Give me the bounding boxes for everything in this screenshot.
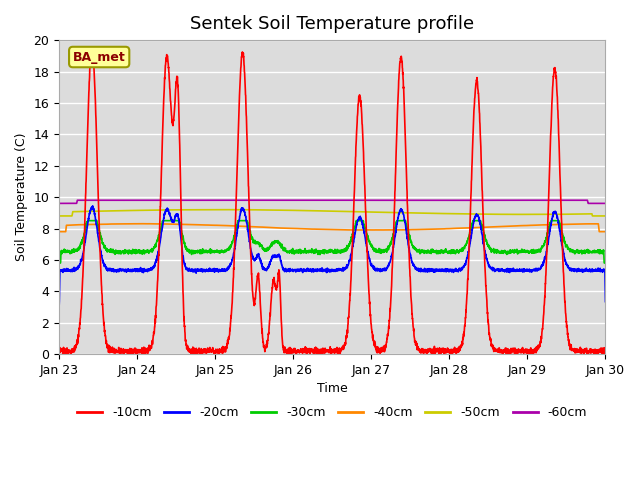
-10cm bbox=[118, 349, 125, 355]
-40cm bbox=[150, 221, 158, 227]
Line: -50cm: -50cm bbox=[59, 210, 605, 216]
-50cm bbox=[118, 208, 125, 214]
-50cm bbox=[602, 213, 609, 219]
Line: -10cm: -10cm bbox=[59, 48, 605, 354]
-30cm bbox=[55, 260, 63, 266]
-30cm bbox=[84, 218, 92, 224]
-30cm bbox=[532, 249, 540, 254]
-50cm bbox=[591, 213, 598, 219]
-10cm bbox=[591, 346, 599, 352]
-40cm bbox=[55, 229, 63, 235]
Legend: -10cm, -20cm, -30cm, -40cm, -50cm, -60cm: -10cm, -20cm, -30cm, -40cm, -50cm, -60cm bbox=[72, 401, 592, 424]
-40cm bbox=[265, 225, 273, 230]
-40cm bbox=[532, 222, 540, 228]
-10cm bbox=[88, 45, 95, 51]
-40cm bbox=[138, 221, 146, 227]
-40cm bbox=[118, 221, 125, 227]
-60cm bbox=[265, 197, 273, 203]
-20cm bbox=[265, 262, 273, 267]
Line: -60cm: -60cm bbox=[59, 200, 605, 204]
-60cm bbox=[602, 201, 609, 206]
-30cm bbox=[591, 250, 598, 255]
-20cm bbox=[150, 263, 158, 269]
-20cm bbox=[89, 203, 97, 209]
-30cm bbox=[118, 250, 125, 256]
-60cm bbox=[591, 201, 598, 206]
-20cm bbox=[591, 267, 598, 273]
-10cm bbox=[265, 326, 273, 332]
-20cm bbox=[289, 266, 296, 272]
Title: Sentek Soil Temperature profile: Sentek Soil Temperature profile bbox=[190, 15, 474, 33]
-50cm bbox=[265, 207, 273, 213]
-40cm bbox=[602, 229, 609, 235]
-50cm bbox=[206, 207, 214, 213]
-20cm bbox=[532, 268, 540, 274]
X-axis label: Time: Time bbox=[317, 383, 348, 396]
Line: -40cm: -40cm bbox=[59, 224, 605, 232]
-30cm bbox=[150, 245, 158, 251]
-10cm bbox=[150, 330, 158, 336]
Y-axis label: Soil Temperature (C): Soil Temperature (C) bbox=[15, 133, 28, 261]
-60cm bbox=[532, 197, 540, 203]
-10cm bbox=[55, 345, 63, 351]
-10cm bbox=[602, 348, 609, 354]
-20cm bbox=[602, 299, 609, 304]
-30cm bbox=[265, 246, 273, 252]
-50cm bbox=[532, 212, 540, 217]
-40cm bbox=[289, 226, 296, 231]
-50cm bbox=[289, 207, 296, 213]
-20cm bbox=[55, 303, 63, 309]
-30cm bbox=[289, 249, 296, 254]
Text: BA_met: BA_met bbox=[73, 50, 125, 63]
-60cm bbox=[289, 197, 296, 203]
-10cm bbox=[289, 347, 296, 352]
-50cm bbox=[55, 213, 63, 219]
-60cm bbox=[55, 201, 63, 206]
-10cm bbox=[59, 351, 67, 357]
Line: -20cm: -20cm bbox=[59, 206, 605, 306]
-20cm bbox=[118, 268, 125, 274]
-50cm bbox=[150, 207, 157, 213]
-40cm bbox=[591, 221, 598, 227]
-60cm bbox=[255, 197, 262, 203]
-60cm bbox=[150, 197, 157, 203]
Line: -30cm: -30cm bbox=[59, 221, 605, 263]
-10cm bbox=[532, 347, 540, 352]
-60cm bbox=[118, 197, 125, 203]
-30cm bbox=[602, 260, 609, 266]
